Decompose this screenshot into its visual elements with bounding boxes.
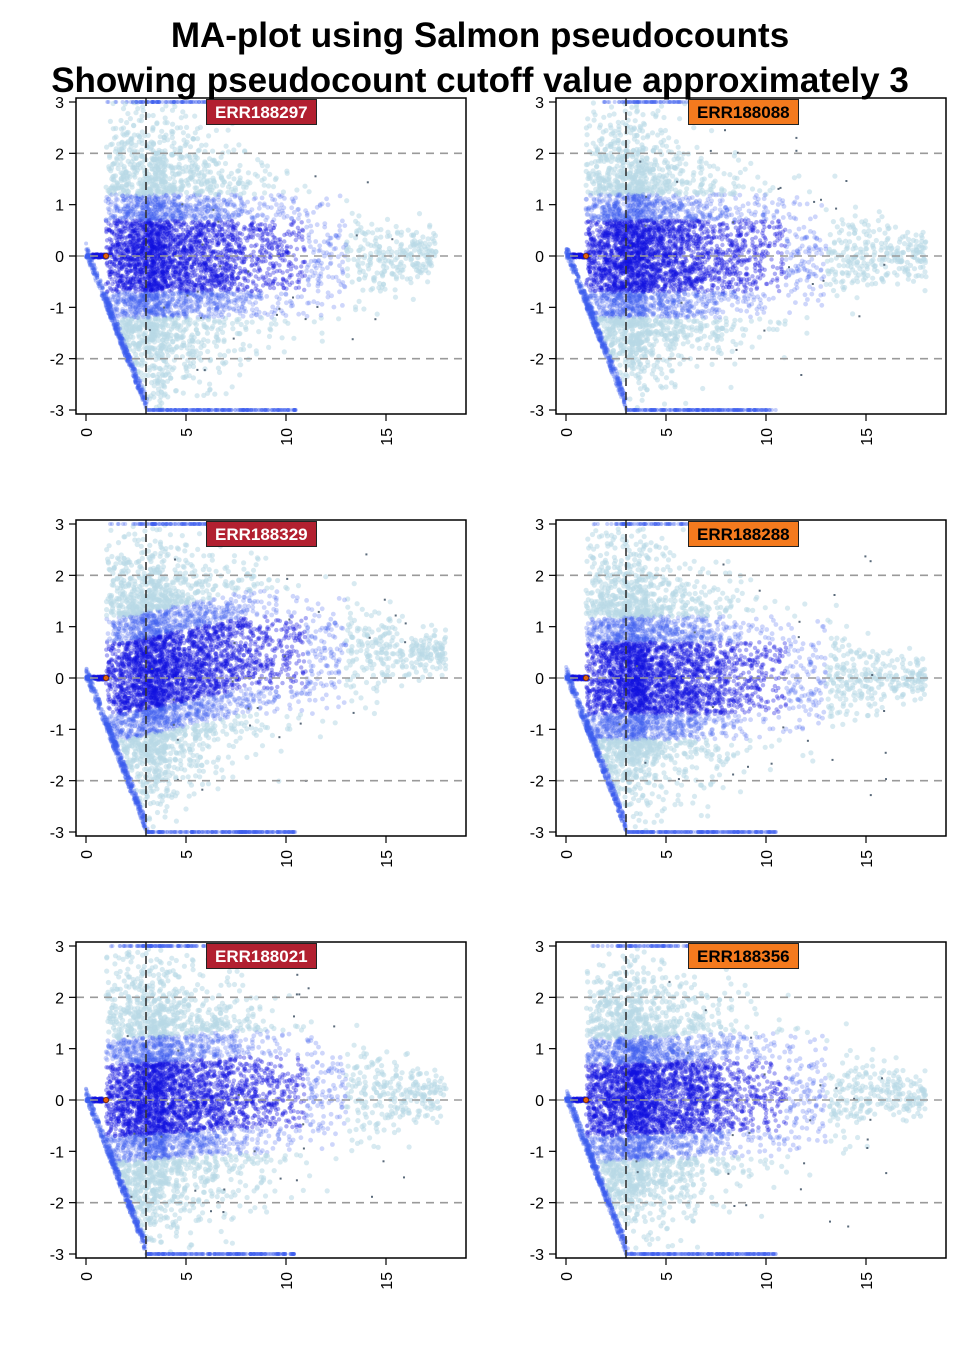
y-tick-label: 2 — [55, 990, 64, 1007]
y-tick-label: 3 — [535, 939, 544, 956]
y-tick-label: 0 — [55, 249, 64, 266]
y-tick-label: -2 — [50, 1196, 64, 1213]
y-tick-label: -2 — [50, 352, 64, 369]
y-tick-label: -3 — [50, 825, 64, 842]
y-tick-label: 3 — [55, 939, 64, 956]
x-tick-label: 0 — [79, 428, 96, 437]
center-point — [583, 675, 588, 680]
y-tick-label: -3 — [530, 403, 544, 420]
x-tick-label: 15 — [859, 428, 876, 446]
y-tick-label: 1 — [55, 198, 64, 215]
figure-title-line1: MA-plot using Salmon pseudocounts — [0, 16, 960, 56]
y-tick-label: -3 — [530, 1247, 544, 1264]
x-tick-label: 5 — [659, 1272, 676, 1281]
sample-badge: ERR188297 — [206, 99, 317, 125]
x-tick-label: 15 — [379, 850, 396, 868]
y-tick-label: 1 — [55, 1042, 64, 1059]
y-tick-label: 3 — [55, 517, 64, 534]
sample-badge: ERR188356 — [688, 943, 799, 969]
x-tick-label: 5 — [179, 1272, 196, 1281]
sample-badge: ERR188288 — [688, 521, 799, 547]
x-tick-label: 15 — [379, 1272, 396, 1290]
x-tick-label: 0 — [559, 1272, 576, 1281]
sample-badge: ERR188021 — [206, 943, 317, 969]
x-tick-label: 5 — [179, 428, 196, 437]
x-tick-label: 5 — [659, 428, 676, 437]
x-tick-label: 15 — [379, 428, 396, 446]
center-point — [103, 253, 108, 258]
y-tick-label: -1 — [530, 300, 544, 317]
x-tick-label: 0 — [559, 428, 576, 437]
x-tick-label: 0 — [79, 1272, 96, 1281]
y-tick-label: 0 — [535, 671, 544, 688]
y-tick-label: -1 — [50, 722, 64, 739]
y-tick-label: -3 — [50, 1247, 64, 1264]
y-tick-label: -2 — [530, 774, 544, 791]
sample-badge: ERR188329 — [206, 521, 317, 547]
y-tick-label: -3 — [50, 403, 64, 420]
center-point — [583, 253, 588, 258]
y-tick-label: 2 — [55, 568, 64, 585]
sample-badge: ERR188088 — [688, 99, 799, 125]
y-tick-label: 0 — [55, 671, 64, 688]
y-tick-label: 3 — [535, 95, 544, 112]
y-tick-label: -1 — [50, 1144, 64, 1161]
x-tick-label: 10 — [759, 1272, 776, 1290]
y-tick-label: 0 — [535, 249, 544, 266]
y-tick-label: -3 — [530, 825, 544, 842]
y-tick-label: -2 — [530, 352, 544, 369]
y-tick-label: -2 — [530, 1196, 544, 1213]
x-tick-label: 10 — [279, 428, 296, 446]
y-tick-label: 3 — [535, 517, 544, 534]
center-point — [103, 1097, 108, 1102]
center-point — [583, 1097, 588, 1102]
y-tick-label: -1 — [50, 300, 64, 317]
y-tick-label: 2 — [535, 990, 544, 1007]
y-tick-label: 1 — [535, 620, 544, 637]
y-tick-label: 1 — [535, 1042, 544, 1059]
x-tick-label: 5 — [179, 850, 196, 859]
y-tick-label: 0 — [535, 1093, 544, 1110]
x-tick-label: 0 — [79, 850, 96, 859]
y-tick-label: 2 — [535, 146, 544, 163]
y-tick-label: 0 — [55, 1093, 64, 1110]
y-tick-label: 1 — [535, 198, 544, 215]
center-point — [103, 675, 108, 680]
y-tick-label: 3 — [55, 95, 64, 112]
y-tick-label: 1 — [55, 620, 64, 637]
x-tick-label: 10 — [759, 428, 776, 446]
x-tick-label: 15 — [859, 850, 876, 868]
x-tick-label: 10 — [279, 850, 296, 868]
y-tick-label: 2 — [535, 568, 544, 585]
x-tick-label: 10 — [759, 850, 776, 868]
x-tick-label: 5 — [659, 850, 676, 859]
x-tick-label: 15 — [859, 1272, 876, 1290]
x-tick-label: 10 — [279, 1272, 296, 1290]
x-tick-label: 0 — [559, 850, 576, 859]
y-tick-label: -2 — [50, 774, 64, 791]
y-tick-label: -1 — [530, 1144, 544, 1161]
y-tick-label: -1 — [530, 722, 544, 739]
y-tick-label: 2 — [55, 146, 64, 163]
